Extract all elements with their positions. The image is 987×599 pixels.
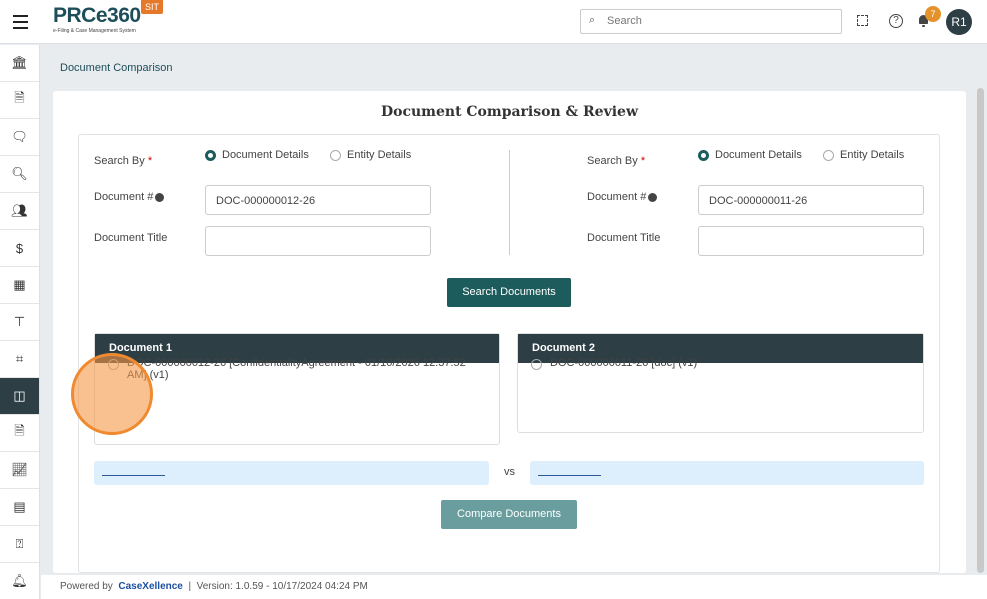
sidebar-item-fees[interactable]: $ <box>0 230 39 267</box>
radio-document-details-right[interactable]: Document Details <box>698 149 802 161</box>
comparison-card: Document Comparison & Review Search By *… <box>53 91 966 573</box>
search-input[interactable]: ⌕ Search <box>580 9 842 34</box>
casexellence-logo[interactable]: CaseXellence <box>118 581 183 592</box>
doc-number-label-left: Document # <box>94 191 165 203</box>
selected-document-1 <box>94 461 489 485</box>
help-icon[interactable]: ? <box>889 14 903 28</box>
search-by-label-right: Search By * <box>587 155 646 167</box>
sidebar-item-document-comparison[interactable]: ◫ <box>0 378 39 415</box>
sidebar-item-organizations[interactable]: ▦ <box>0 267 39 304</box>
template-icon: ⊤ <box>13 314 26 329</box>
bell-icon: 🔔︎ <box>11 573 28 588</box>
divider <box>509 150 510 255</box>
click-marker <box>71 353 153 435</box>
vs-label: vs <box>504 466 515 478</box>
doc-title-input-left[interactable] <box>205 226 431 256</box>
sidebar: 🏛︎ 🗎 🗨︎ 🔍︎ 👥︎ $ ▦ ⊤ ⌗ ◫ 🗎 📈︎ ▤ ⍰ 🔔︎ <box>0 45 40 599</box>
sidebar-item-home[interactable]: 🏛︎ <box>0 45 39 82</box>
compare-icon: ◫ <box>13 388 26 403</box>
document-icon: 🗎 <box>14 90 25 105</box>
search-by-label-left: Search By * <box>94 155 153 167</box>
sidebar-item-scan[interactable]: ⌗ <box>0 341 39 378</box>
file-icon: 🗎 <box>14 423 25 438</box>
calendar-icon: ▤ <box>13 499 26 514</box>
bell-icon[interactable] <box>918 15 929 27</box>
building-icon: ▦ <box>13 277 26 292</box>
sidebar-item-document-search[interactable]: 🔍︎ <box>0 156 39 193</box>
users-icon: 👥︎ <box>11 203 28 218</box>
top-bar: PRCe360 e-Filing & Case Management Syste… <box>0 0 987 44</box>
chart-icon: 📈︎ <box>11 462 28 477</box>
doc-number-input-right[interactable]: DOC-000000011-26 <box>698 185 924 215</box>
page-title: Document Comparison & Review <box>380 104 638 120</box>
version-text: Version: 1.0.59 - 10/17/2024 04:24 PM <box>196 581 368 592</box>
chat-icon: 🗨︎ <box>11 129 28 144</box>
document-search-icon: 🔍︎ <box>11 166 28 181</box>
document-2-panel: Document 2 DOC-000000011-26 [doc] (v1) <box>517 333 924 433</box>
sidebar-item-reports[interactable]: 📈︎ <box>0 452 39 489</box>
document-1-panel: Document 1 DOC-000000012-26 [Confidentia… <box>94 333 500 445</box>
info-icon <box>155 192 165 202</box>
avatar[interactable]: R1 <box>946 9 972 35</box>
doc-title-input-right[interactable] <box>698 226 924 256</box>
sidebar-item-templates[interactable]: ⊤ <box>0 304 39 341</box>
logo[interactable]: PRCe360 e-Filing & Case Management Syste… <box>53 4 141 35</box>
doc-number-label-right: Document # <box>587 191 658 203</box>
document-2-header: Document 2 <box>518 334 923 363</box>
radio-document-details-left[interactable]: Document Details <box>205 149 309 161</box>
breadcrumb[interactable]: Document Comparison <box>60 62 173 74</box>
compare-documents-button[interactable]: Compare Documents <box>441 500 577 529</box>
sidebar-item-messages[interactable]: 🗨︎ <box>0 119 39 156</box>
sidebar-item-users[interactable]: 👥︎ <box>0 193 39 230</box>
notification-badge: 7 <box>925 6 941 22</box>
menu-icon[interactable] <box>13 15 28 33</box>
selected-document-2 <box>530 461 924 485</box>
help-icon: ⍰ <box>15 536 24 551</box>
fullscreen-icon[interactable] <box>857 15 868 26</box>
search-icon: ⌕ <box>589 14 596 26</box>
radio-entity-details-right[interactable]: Entity Details <box>823 149 904 161</box>
search-form: Search By * Document Details Entity Deta… <box>78 134 940 573</box>
footer: Powered by CaseXellence | Version: 1.0.5… <box>41 575 987 599</box>
search-documents-button[interactable]: Search Documents <box>447 278 571 307</box>
scan-icon: ⌗ <box>15 351 24 366</box>
sidebar-item-help[interactable]: ⍰ <box>0 526 39 563</box>
scrollbar[interactable] <box>977 88 984 573</box>
document-1-header: Document 1 <box>95 334 499 363</box>
doc-title-label-left: Document Title <box>94 232 168 244</box>
sidebar-item-files[interactable]: 🗎 <box>0 415 39 452</box>
sidebar-item-documents[interactable]: 🗎 <box>0 82 39 119</box>
document-1-option[interactable]: DOC-000000012-26 [ConfidentialityAgreeme… <box>108 357 487 381</box>
sidebar-item-calendar[interactable]: ▤ <box>0 489 39 526</box>
doc-title-label-right: Document Title <box>587 232 661 244</box>
radio-entity-details-left[interactable]: Entity Details <box>330 149 411 161</box>
document-2-option[interactable]: DOC-000000011-26 [doc] (v1) <box>531 357 910 370</box>
env-badge: SIT <box>141 0 164 14</box>
info-icon <box>648 192 658 202</box>
sidebar-item-alerts[interactable]: 🔔︎ <box>0 563 39 599</box>
bank-icon: 🏛︎ <box>11 55 28 70</box>
dollar-document-icon: $ <box>15 240 24 256</box>
doc-number-input-left[interactable]: DOC-000000012-26 <box>205 185 431 215</box>
